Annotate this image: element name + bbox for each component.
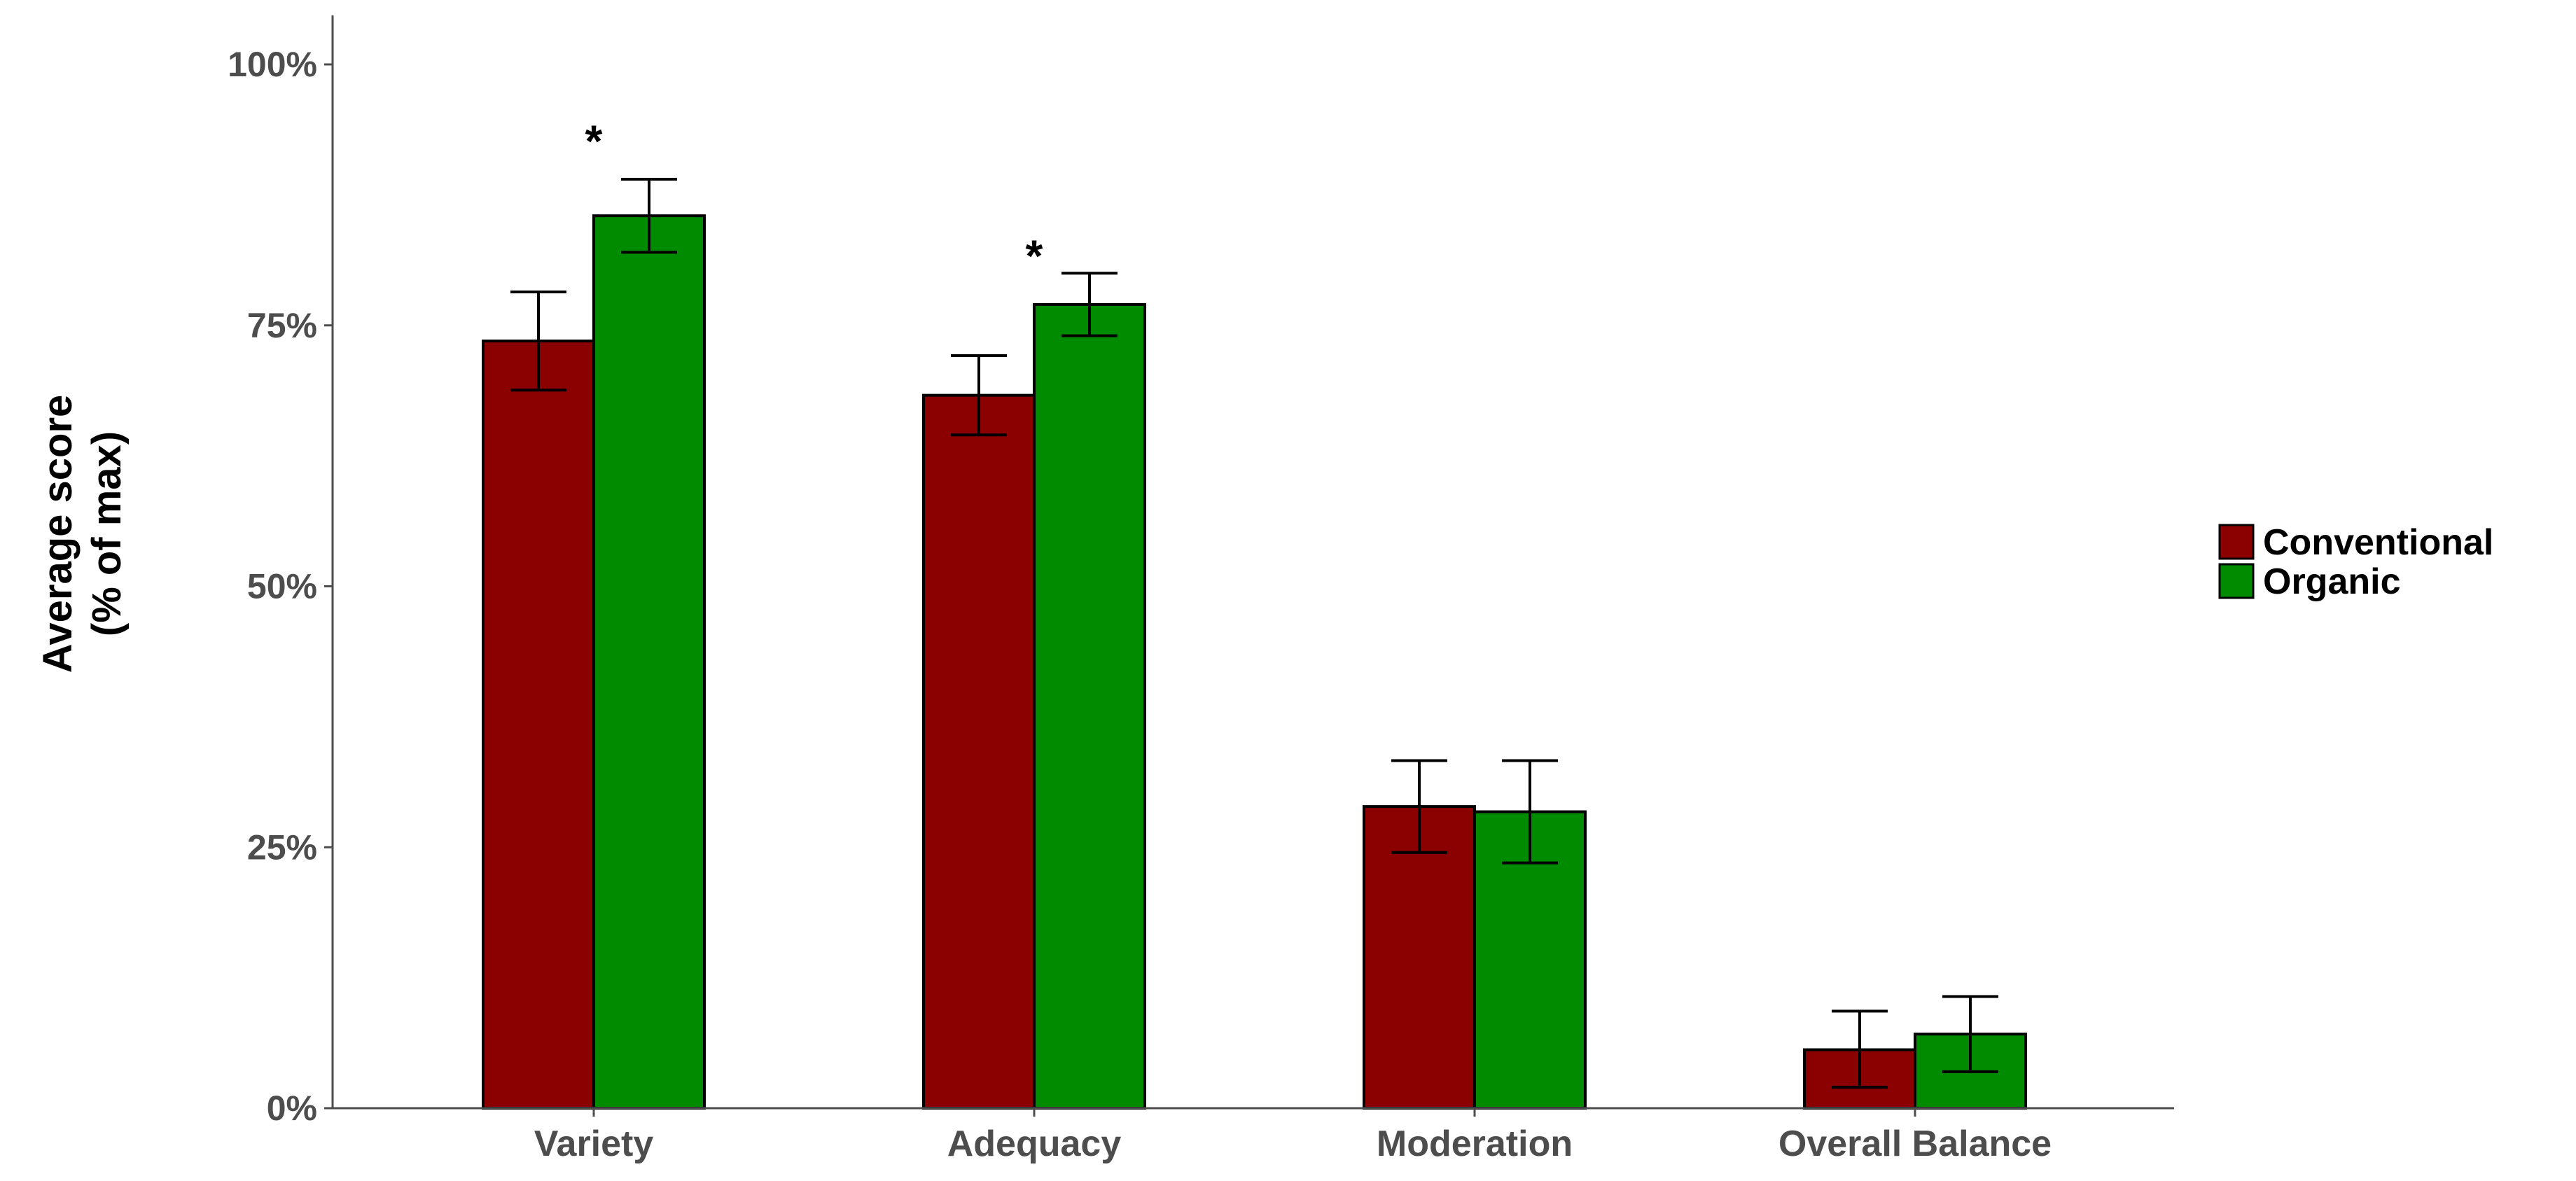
- y-axis-title: Average score(% of max): [35, 395, 130, 673]
- legend-label-conventional: Conventional: [2263, 522, 2493, 563]
- y-tick-label: 100%: [228, 45, 317, 84]
- y-axis-title-line: (% of max): [84, 431, 130, 636]
- x-axis: Variety Adequacy Moderation Overall Balance: [333, 1107, 2174, 1164]
- y-axis: 0% 25% 50% 75% 100%: [228, 15, 334, 1128]
- y-tick-label: 0%: [267, 1089, 317, 1128]
- legend-label-organic: Organic: [2263, 561, 2401, 602]
- bar-organic-adequacy: [1033, 302, 1146, 1110]
- bars: [482, 214, 2027, 1110]
- significance-annotations: **: [585, 116, 1043, 281]
- bar-conventional-variety: [482, 340, 595, 1110]
- y-axis-title: Average score(% of max): [35, 395, 130, 673]
- y-axis-title-line: Average score: [35, 395, 81, 673]
- significance-marker: *: [585, 116, 603, 166]
- x-tick-label: Overall Balance: [1778, 1124, 2052, 1164]
- x-tick-label: Moderation: [1377, 1124, 1573, 1164]
- y-tick-label: 50%: [247, 567, 317, 606]
- y-tick-label: 75%: [247, 306, 317, 345]
- error-bars: [510, 178, 1998, 1089]
- legend-key-organic: [2218, 563, 2255, 599]
- legend-key-conventional: [2218, 524, 2255, 560]
- x-tick-label: Variety: [534, 1124, 654, 1164]
- bar-conventional-adequacy: [922, 393, 1036, 1110]
- bar-organic-variety: [592, 214, 706, 1110]
- x-tick-label: Adequacy: [947, 1124, 1122, 1164]
- y-tick-label: 25%: [247, 827, 317, 867]
- significance-marker: *: [1026, 230, 1043, 281]
